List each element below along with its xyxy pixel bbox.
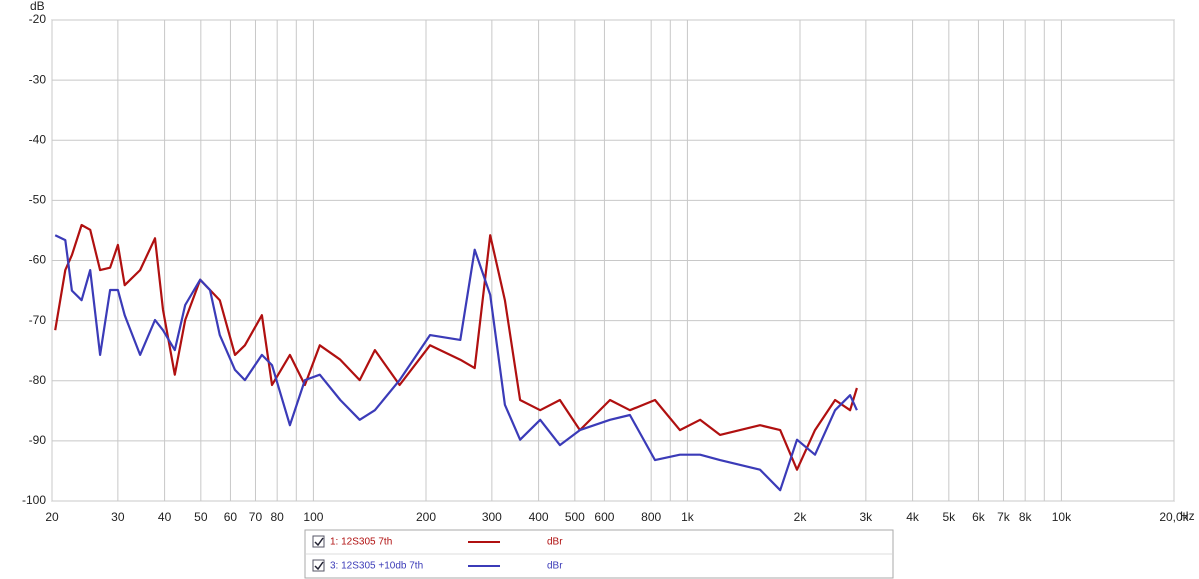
x-tick-label: 60 [224, 510, 238, 524]
x-tick-label: 7k [997, 510, 1011, 524]
legend-label[interactable]: 1: 12S305 7th [330, 537, 392, 548]
legend-checkbox[interactable] [312, 535, 325, 548]
y-tick-label: -90 [29, 433, 47, 447]
x-tick-label: 80 [270, 510, 284, 524]
y-unit: dB [30, 0, 45, 13]
y-tick-label: -100 [22, 493, 46, 507]
x-unit: Hz [1180, 509, 1195, 523]
checkmark [314, 537, 324, 547]
checkmark [314, 561, 324, 571]
series-line [54, 234, 858, 492]
x-tick-label: 20 [45, 510, 59, 524]
x-tick-label: 3k [860, 510, 874, 524]
x-tick-label: 600 [594, 510, 614, 524]
y-tick-label: -30 [29, 72, 47, 86]
legend-label[interactable]: 3: 12S305 +10db 7th [330, 561, 423, 572]
x-tick-label: 10k [1052, 510, 1072, 524]
x-tick-label: 2k [794, 510, 808, 524]
x-tick-label: 1k [681, 510, 695, 524]
x-tick-label: 800 [641, 510, 661, 524]
y-tick-label: -50 [29, 193, 47, 207]
legend-checkbox[interactable] [312, 559, 325, 572]
x-tick-label: 50 [194, 510, 208, 524]
x-tick-label: 300 [482, 510, 502, 524]
y-tick-label: -60 [29, 253, 47, 267]
x-tick-label: 500 [565, 510, 585, 524]
series-line [54, 223, 858, 471]
x-tick-label: 100 [303, 510, 323, 524]
x-tick-label: 200 [416, 510, 436, 524]
x-tick-label: 70 [249, 510, 263, 524]
x-tick-label: 400 [529, 510, 549, 524]
x-tick-label: 5k [942, 510, 956, 524]
legend-unit: dBr [547, 537, 563, 548]
legend: 1: 12S305 7th dBr 3: 12S305 +10db 7th dBr [304, 529, 894, 579]
y-tick-label: -40 [29, 132, 47, 146]
y-tick-label: -80 [29, 373, 47, 387]
x-tick-label: 30 [111, 510, 125, 524]
x-tick-label: 20,0k [1159, 510, 1189, 524]
y-tick-label: -70 [29, 313, 47, 327]
x-tick-label: 6k [972, 510, 986, 524]
y-tick-label: -20 [29, 12, 47, 26]
legend-unit: dBr [547, 561, 563, 572]
x-tick-label: 4k [906, 510, 920, 524]
x-tick-label: 8k [1019, 510, 1033, 524]
x-tick-label: 40 [158, 510, 172, 524]
